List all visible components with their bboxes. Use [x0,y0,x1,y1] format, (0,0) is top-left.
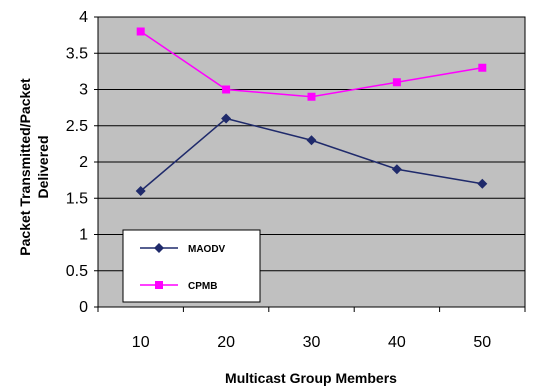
series-maodv [135,113,488,196]
y-tick-label: 2 [79,154,88,171]
x-tick-label: 10 [132,334,150,351]
y-tick-label: 0.5 [66,263,88,280]
x-tick-label: 50 [473,334,491,351]
series-cpmb [136,27,487,101]
series-layer [135,27,488,196]
x-axis-ticks: 10 20 30 40 50 [97,307,526,351]
legend-item-maodv: MAODV [140,243,226,255]
data-point [222,85,231,94]
legend-marker [155,281,163,289]
data-point [391,164,402,175]
y-axis-title-line: Delivered [35,135,51,198]
x-tick-label: 30 [303,334,321,351]
x-tick-label: 40 [388,334,406,351]
y-tick-label: 3.5 [66,45,88,62]
y-axis-title: Packet Transmitted/Packet Delivered [17,78,51,256]
x-tick-label: 20 [217,334,235,351]
data-point [307,92,316,101]
data-point [136,27,145,36]
y-tick-label: 1.5 [66,190,88,207]
legend-box [122,229,261,303]
y-tick-label: 0 [79,299,88,316]
legend-label: CPMB [188,281,217,292]
data-point [477,178,488,189]
data-point [392,78,401,87]
legend-item-cpmb: CPMB [140,281,217,292]
y-axis-title-line: Packet Transmitted/Packet [17,78,33,256]
y-tick-label: 3 [79,82,88,99]
data-point [478,63,487,72]
x-axis-title: Multicast Group Members [225,370,397,386]
y-tick-label: 2.5 [66,118,88,135]
y-tick-label: 1 [79,227,88,244]
data-point [221,113,232,124]
legend-label: MAODV [188,244,226,255]
y-tick-label: 4 [79,9,88,26]
y-axis-ticks: 0 0.5 1 1.5 2 2.5 3 3.5 4 [66,9,98,316]
data-point [306,135,317,146]
legend: MAODV CPMB [122,229,261,303]
legend-marker [154,243,164,253]
data-point [135,186,146,196]
